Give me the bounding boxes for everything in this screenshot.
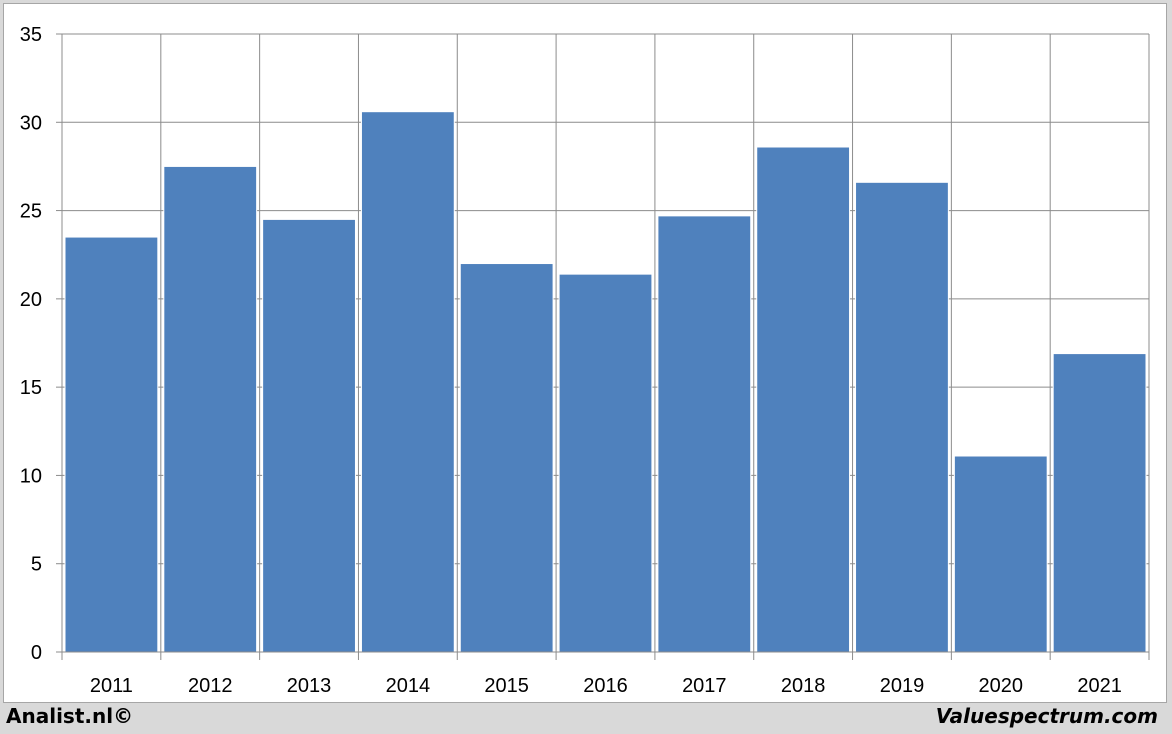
- bar-2021: [1052, 353, 1147, 653]
- footer-brand-right: Valuespectrum.com: [935, 704, 1158, 728]
- y-tick-label: 30: [20, 112, 42, 134]
- bar-2012: [163, 165, 258, 653]
- x-tick-label: 2016: [583, 675, 628, 697]
- bar-2017: [657, 215, 752, 653]
- bar-2013: [262, 218, 356, 653]
- x-tick-label: 2017: [682, 675, 727, 697]
- axes: [56, 33, 1150, 660]
- y-tick-label: 20: [20, 289, 42, 311]
- bar-2011: [64, 236, 159, 653]
- x-tick-label: 2011: [90, 675, 133, 697]
- x-tick-label: 2012: [188, 675, 233, 697]
- bars: [64, 111, 1147, 653]
- x-tick-label: 2018: [781, 675, 826, 697]
- y-tick-label: 10: [20, 465, 42, 487]
- bar-2015: [459, 263, 554, 653]
- x-tick-label: 2013: [287, 675, 332, 697]
- y-tick-label: 5: [31, 554, 42, 576]
- tick-labels: 0 5 10 15 20 25 30 35 2011 2012 2013 2014 2015 2016 20…: [20, 24, 1122, 697]
- x-tick-label: 2021: [1077, 675, 1122, 697]
- y-tick-label: 35: [20, 24, 42, 46]
- y-tick-label: 25: [20, 201, 42, 223]
- x-tick-label: 2015: [484, 675, 529, 697]
- bar-2020: [953, 455, 1048, 653]
- x-tick-label: 2019: [880, 675, 925, 697]
- footer-brand-left: Analist.nl©: [6, 704, 134, 728]
- y-tick-label: 15: [20, 377, 42, 399]
- y-tick-label: 0: [31, 642, 42, 664]
- bar-2016: [558, 273, 653, 653]
- x-tick-label: 2014: [386, 675, 431, 697]
- x-tick-label: 2020: [979, 675, 1024, 697]
- bar-2014: [360, 111, 455, 653]
- bar-2019: [855, 181, 949, 653]
- bar-2018: [756, 146, 851, 653]
